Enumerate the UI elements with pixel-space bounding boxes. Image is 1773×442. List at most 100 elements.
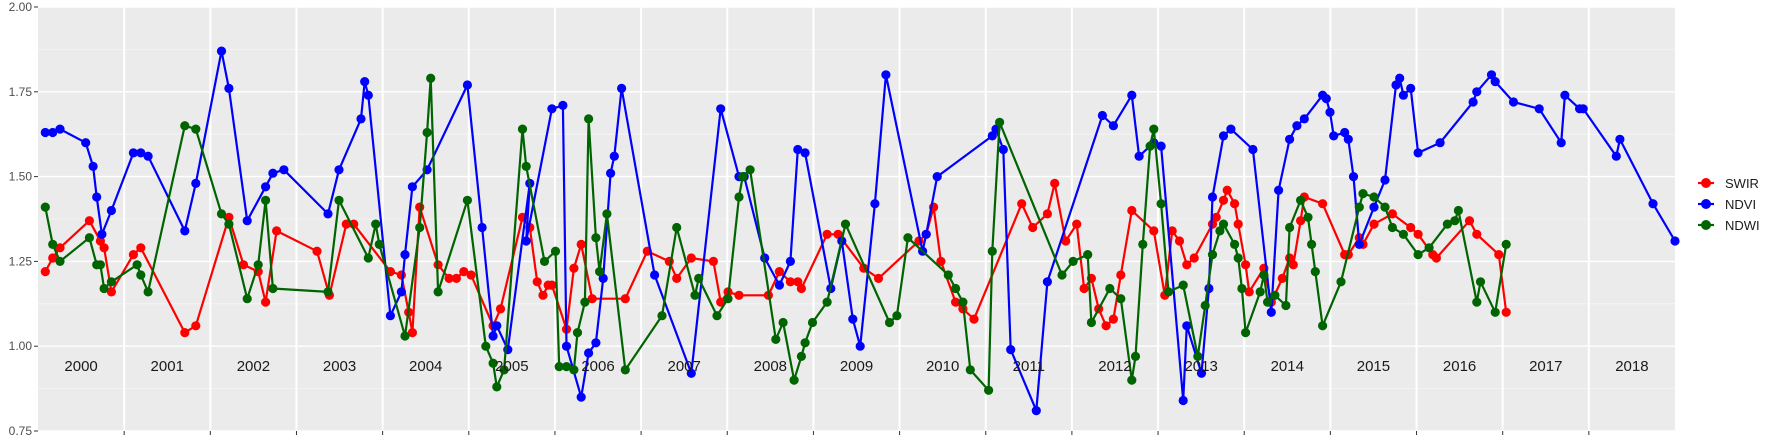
data-point-ndwi xyxy=(1116,294,1126,304)
data-point-ndvi xyxy=(128,148,138,158)
data-point-ndvi xyxy=(650,270,660,280)
data-point-swir xyxy=(672,273,682,283)
data-point-ndwi xyxy=(371,219,381,229)
data-point-swir xyxy=(1222,185,1232,195)
data-point-ndwi xyxy=(1200,300,1210,311)
data-point-swir xyxy=(1211,212,1221,222)
data-point-swir xyxy=(1127,205,1137,216)
y-axis: 0.75 1.00 1.25 1.50 1.75 2.00 xyxy=(9,0,1590,438)
year-label: 2003 xyxy=(323,358,356,375)
data-point-ndwi xyxy=(745,165,755,175)
data-point-swir xyxy=(796,283,807,294)
data-point-ndvi xyxy=(558,100,568,110)
data-point-swir xyxy=(873,273,884,283)
data-point-ndwi xyxy=(415,222,425,233)
data-point-ndwi xyxy=(374,239,384,249)
data-point-ndwi xyxy=(1057,270,1067,280)
year-label: 2018 xyxy=(1615,358,1648,375)
data-point-swir xyxy=(822,229,832,239)
data-point-ndwi xyxy=(995,117,1005,127)
data-point-swir xyxy=(1277,273,1287,283)
data-point-ndvi xyxy=(1391,80,1401,90)
data-point-ndvi xyxy=(584,348,594,358)
data-point-ndwi xyxy=(1472,297,1482,307)
year-label: 2015 xyxy=(1357,358,1390,375)
data-point-ndvi xyxy=(870,199,880,209)
data-point-swir xyxy=(261,297,271,307)
data-point-ndwi xyxy=(1358,189,1368,199)
data-point-ndwi xyxy=(840,219,851,229)
data-point-ndwi xyxy=(268,283,278,294)
legend-key-marker xyxy=(1701,178,1711,188)
data-point-ndwi xyxy=(433,287,443,297)
data-point-ndwi xyxy=(1259,270,1269,280)
legend-label: NDVI xyxy=(1725,197,1756,212)
data-point-swir xyxy=(312,246,322,256)
year-label: 2009 xyxy=(840,358,873,375)
data-point-ndwi xyxy=(521,161,531,171)
data-point-swir xyxy=(1101,321,1111,331)
data-point-ndwi xyxy=(517,124,528,134)
data-point-ndvi xyxy=(81,138,91,148)
year-labels: 2000 2001 2002 2003 2004 2005 2006 2007 2008 2009… xyxy=(64,358,1648,375)
data-point-swir xyxy=(1288,260,1298,270)
legend-key-marker xyxy=(1701,220,1711,230)
y-tick-label: 1.50 xyxy=(9,170,33,184)
data-point-ndvi xyxy=(1472,87,1482,97)
data-point-ndvi xyxy=(180,226,190,236)
data-point-ndvi xyxy=(1156,141,1166,151)
data-point-ndvi xyxy=(1006,345,1016,355)
grid-lines xyxy=(38,6,1675,432)
data-point-ndvi xyxy=(800,148,810,158)
data-point-swir xyxy=(55,243,65,253)
data-point-swir xyxy=(1149,226,1159,236)
data-point-ndvi xyxy=(1178,395,1188,406)
data-point-ndvi xyxy=(1299,114,1309,124)
data-point-swir xyxy=(1174,236,1185,246)
data-point-ndvi xyxy=(1534,104,1544,114)
data-point-swir xyxy=(106,287,116,297)
data-point-ndvi xyxy=(1556,138,1566,148)
data-point-ndwi xyxy=(426,73,436,83)
data-point-ndwi xyxy=(822,297,832,307)
data-point-ndwi xyxy=(1127,375,1137,385)
data-point-ndvi xyxy=(363,90,373,100)
data-point-ndwi xyxy=(95,260,105,270)
data-point-ndwi xyxy=(462,195,472,205)
data-point-ndwi xyxy=(539,256,550,266)
year-label: 2004 xyxy=(409,358,442,375)
data-point-ndwi xyxy=(48,239,58,249)
data-point-swir xyxy=(1072,219,1082,229)
data-point-ndvi xyxy=(1218,131,1229,141)
data-point-swir xyxy=(466,270,476,280)
data-point-ndwi xyxy=(1215,226,1225,236)
data-point-ndwi xyxy=(1380,202,1390,212)
data-point-ndwi xyxy=(1413,250,1423,260)
data-point-ndvi xyxy=(1108,121,1118,131)
data-point-ndwi xyxy=(591,233,601,243)
data-point-ndwi xyxy=(492,382,502,392)
data-point-ndwi xyxy=(1424,243,1434,253)
year-label: 2014 xyxy=(1271,358,1304,375)
legend-label: SWIR xyxy=(1725,176,1759,191)
data-point-ndwi xyxy=(892,311,902,321)
data-point-ndwi xyxy=(1255,287,1265,297)
data-point-swir xyxy=(1241,260,1251,270)
data-point-ndvi xyxy=(1369,202,1379,212)
data-point-ndwi xyxy=(400,331,410,341)
data-point-ndwi xyxy=(1149,124,1159,134)
data-point-swir xyxy=(1218,195,1229,205)
data-point-ndvi xyxy=(561,341,572,351)
data-point-ndwi xyxy=(595,267,605,277)
data-point-ndwi xyxy=(1501,239,1511,249)
data-point-ndwi xyxy=(216,209,227,219)
data-point-ndwi xyxy=(1156,199,1166,209)
data-point-ndwi xyxy=(584,114,594,124)
data-point-ndvi xyxy=(1413,148,1423,158)
data-point-ndvi xyxy=(609,151,619,161)
data-point-ndwi xyxy=(694,273,704,283)
data-point-ndwi xyxy=(778,317,788,328)
data-point-swir xyxy=(686,253,696,263)
data-point-swir xyxy=(785,277,796,287)
